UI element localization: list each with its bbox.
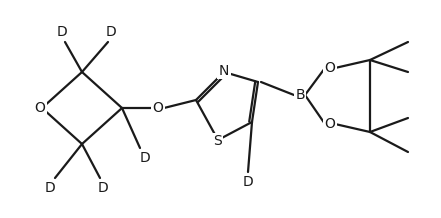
Text: O: O	[325, 117, 336, 131]
Text: D: D	[45, 181, 56, 195]
Text: O: O	[325, 61, 336, 75]
Text: O: O	[34, 101, 45, 115]
Text: D: D	[97, 181, 108, 195]
Text: D: D	[140, 151, 150, 165]
Text: O: O	[153, 101, 164, 115]
Text: D: D	[106, 25, 116, 39]
Text: D: D	[56, 25, 67, 39]
Text: D: D	[243, 175, 254, 189]
Text: S: S	[213, 134, 221, 148]
Text: B: B	[295, 88, 305, 102]
Text: N: N	[219, 64, 229, 78]
